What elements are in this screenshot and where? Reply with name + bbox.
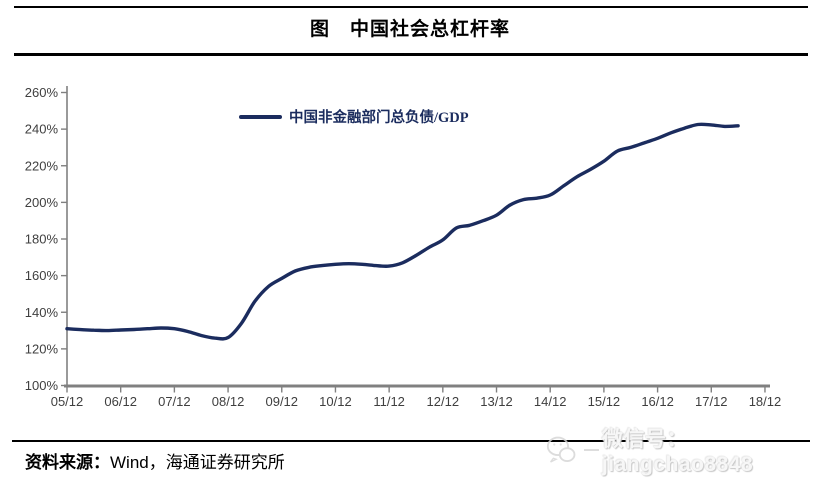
x-tick-label: 10/12 — [319, 394, 352, 409]
legend-line-sample — [239, 114, 282, 119]
x-tick-label: 05/12 — [51, 394, 84, 409]
y-tick-label: 100% — [25, 378, 59, 393]
x-tick-label: 07/12 — [158, 394, 191, 409]
y-tick-label: 260% — [25, 85, 59, 100]
watermark-text: 微信号：jiangchao8848 — [601, 428, 754, 476]
wechat-icon — [546, 436, 576, 463]
source-text: Wind，海通证券研究所 — [110, 453, 285, 472]
y-tick-label: 220% — [25, 158, 59, 173]
x-tick-label: 12/12 — [427, 394, 460, 409]
x-tick-label: 06/12 — [104, 394, 137, 409]
y-tick-label: 240% — [25, 122, 59, 137]
footer-rule — [12, 440, 810, 442]
x-tick-label: 15/12 — [588, 394, 621, 409]
source-note: 资料来源：Wind，海通证券研究所 — [25, 448, 285, 473]
x-tick-label: 16/12 — [641, 394, 674, 409]
x-tick-label: 09/12 — [265, 394, 298, 409]
y-tick-label: 160% — [25, 268, 59, 283]
source-label: 资料来源： — [25, 453, 110, 472]
title-rule — [14, 53, 808, 56]
x-tick-label: 17/12 — [695, 394, 728, 409]
y-tick-label: 120% — [25, 341, 59, 356]
x-tick-label: 11/12 — [373, 394, 405, 409]
y-tick-label: 200% — [25, 195, 59, 210]
x-tick-label: 14/12 — [534, 394, 567, 409]
x-tick-label: 13/12 — [480, 394, 513, 409]
y-tick-label: 180% — [25, 232, 59, 247]
y-tick-label: 140% — [25, 305, 59, 320]
x-tick-label: 08/12 — [212, 394, 245, 409]
wechat-watermark: 微信号：jiangchao8848 — [546, 423, 820, 477]
x-tick-label: 18/12 — [749, 394, 782, 409]
series-line — [65, 122, 740, 341]
watermark-dash — [584, 449, 599, 451]
page-title: 图 中国社会总杠杆率 — [309, 19, 510, 40]
legend-label: 中国非金融部门总负债/GDP — [289, 110, 469, 126]
chart-legend: 中国非金融部门总负债/GDP — [239, 106, 469, 127]
top-rule — [14, 6, 808, 8]
